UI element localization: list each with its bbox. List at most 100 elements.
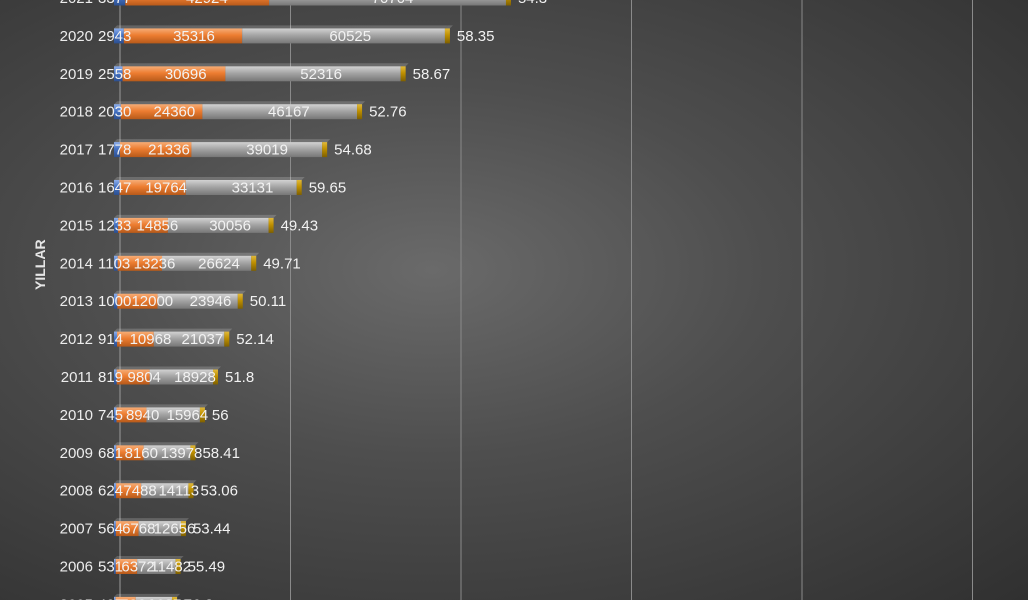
- bar-series1: [114, 407, 117, 423]
- bar-top-face: [123, 25, 246, 29]
- data-label-series2: 8940: [126, 407, 159, 424]
- data-label-series4: 52.14: [236, 331, 274, 348]
- data-label-series1: 914: [98, 331, 123, 348]
- bar-series2: [116, 407, 147, 423]
- bar-series4: [444, 28, 450, 44]
- data-label-series3: 12656: [154, 521, 196, 538]
- bar-top-face: [114, 139, 123, 143]
- data-labels: 3377 42924 70704 54.3 2943 35316 60525 58.35 255…: [98, 0, 547, 600]
- bar-series3: [137, 559, 176, 574]
- bar-top-face: [242, 25, 448, 29]
- data-label-series4: 49.71: [263, 255, 301, 272]
- bar-series2: [117, 255, 163, 271]
- bar-series4: [251, 255, 257, 271]
- bar-series1: [114, 255, 118, 271]
- data-label-series4: 58.67: [413, 66, 451, 83]
- bar-top-face: [400, 63, 409, 67]
- data-label-series3: 21037: [182, 331, 224, 348]
- bar-top-face: [114, 404, 120, 408]
- data-label-series2: 7488: [123, 483, 156, 500]
- bar-top-face: [322, 139, 331, 143]
- data-label-series2: 8160: [125, 445, 158, 462]
- bar-series2: [119, 180, 186, 195]
- bar-top-face: [149, 366, 216, 370]
- data-label-series3: 70704: [372, 0, 414, 7]
- bars: [114, 0, 511, 600]
- data-label-series2: 24360: [154, 104, 196, 121]
- data-label-series4: 59.65: [309, 180, 347, 197]
- y-tick-label: 2013: [60, 293, 93, 310]
- bar-top-face: [120, 101, 206, 105]
- bar-series1: [114, 142, 120, 158]
- bar-series4: [296, 180, 302, 195]
- gridlines: [119, 0, 973, 600]
- data-label-series1: 497: [98, 596, 123, 600]
- bar-top-face: [114, 328, 121, 332]
- bar-series1: [114, 483, 117, 499]
- bar-series3: [225, 66, 401, 82]
- bar-series3: [157, 293, 238, 309]
- data-label-series2: 13236: [134, 255, 176, 272]
- bar-series2: [115, 521, 139, 537]
- data-label-series3: 39019: [246, 142, 288, 159]
- bar-top-face: [444, 25, 453, 29]
- bar-top-face: [237, 290, 246, 294]
- data-label-series4: 58.41: [202, 445, 240, 462]
- data-label-series1: 1103: [98, 255, 130, 272]
- bar-top-face: [225, 63, 404, 67]
- bar-top-face: [116, 404, 150, 408]
- y-tick-label: 2016: [60, 180, 93, 197]
- bar-series2: [116, 445, 144, 461]
- data-label-series2: 6372: [121, 559, 154, 576]
- bar-series1: [114, 445, 117, 461]
- data-label-series1: 1647: [98, 180, 131, 197]
- y-tick-label: 2017: [60, 142, 93, 159]
- bar-top-face: [162, 252, 255, 256]
- bar-series1: [114, 559, 116, 574]
- bar-series3: [269, 0, 506, 6]
- bar-series4: [400, 66, 406, 82]
- bar-top-face: [114, 177, 123, 180]
- data-label-series3: 60525: [329, 28, 371, 45]
- bar-series3: [162, 255, 252, 271]
- data-label-series1: 624: [98, 483, 123, 500]
- bar-top-face: [268, 214, 277, 218]
- bar-top-face: [114, 480, 120, 484]
- bar-series3: [167, 217, 269, 233]
- bar-series3: [149, 369, 213, 385]
- bar-top-face: [122, 63, 229, 67]
- bar-series3: [153, 331, 225, 347]
- bar-top-face: [116, 442, 147, 446]
- data-label-series2: 5964: [121, 596, 154, 600]
- y-tick-label: 2012: [60, 331, 93, 348]
- data-label-series1: 2558: [98, 66, 131, 83]
- y-tick-label: 2008: [60, 483, 93, 500]
- bar-top-face: [143, 442, 194, 446]
- bar-series2: [123, 28, 243, 44]
- bar-series1: [114, 331, 118, 347]
- data-label-series2: 14856: [137, 217, 179, 234]
- y-tick-label: 2015: [60, 217, 93, 234]
- bar-series2: [122, 66, 226, 82]
- y-tick-label: 2011: [61, 369, 93, 386]
- data-label-series2: 30696: [165, 66, 207, 83]
- data-label-series3: 26624: [198, 255, 240, 272]
- bar-top-face: [115, 593, 139, 597]
- bar-series2: [115, 559, 138, 574]
- bar-series4: [237, 293, 243, 309]
- bar-series1: [114, 104, 121, 120]
- y-tick-label: 2014: [60, 255, 93, 272]
- bar-series3: [191, 142, 323, 158]
- bar-top-face: [175, 556, 184, 559]
- data-label-series4: 52.76: [369, 104, 407, 121]
- data-label-series2: 19764: [145, 180, 187, 197]
- data-label-series4: 55.49: [188, 559, 226, 576]
- y-tick-label: 2021: [60, 0, 93, 7]
- bar-series1: [114, 369, 117, 385]
- bar-top-face: [114, 556, 119, 559]
- bar-series4: [172, 596, 178, 600]
- bar-top-face: [224, 328, 233, 332]
- y-tick-label: 2005: [60, 596, 93, 600]
- bar-series3: [202, 104, 358, 120]
- bar-series4: [188, 483, 194, 499]
